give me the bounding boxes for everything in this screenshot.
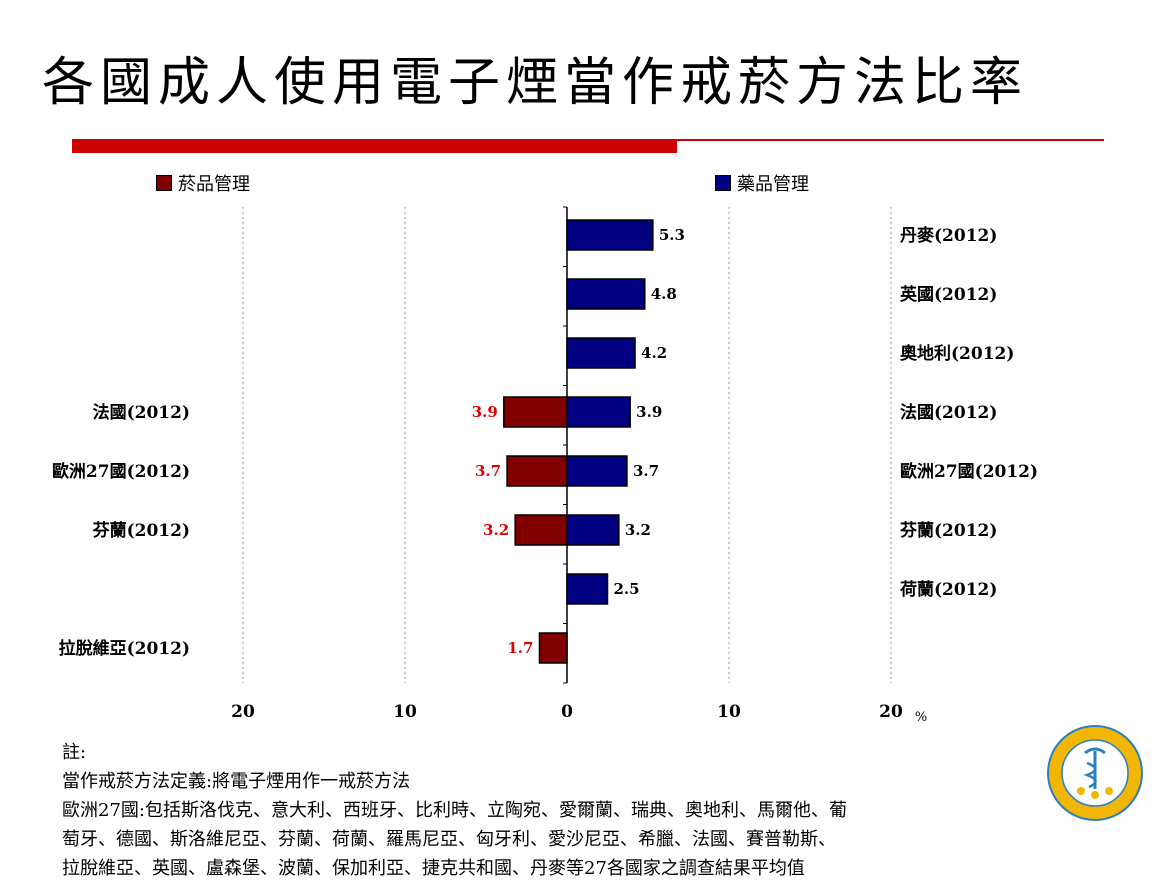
data-label-tobacco: 3.7 — [475, 462, 501, 480]
x-unit-label: % — [915, 710, 927, 725]
legend-tobacco-swatch — [156, 175, 172, 191]
health-agency-seal-logo — [1047, 725, 1143, 821]
data-label-drug: 4.8 — [651, 285, 677, 303]
bar-tobacco — [538, 632, 568, 664]
x-tick-label: 0 — [561, 702, 573, 722]
category-label-left: 歐洲27國(2012) — [52, 461, 190, 482]
data-label-drug: 3.2 — [625, 521, 651, 539]
data-label-tobacco: 3.2 — [483, 521, 509, 539]
data-label-drug: 3.7 — [633, 462, 659, 480]
data-label-drug: 3.9 — [636, 403, 662, 421]
category-label-right: 荷蘭(2012) — [900, 579, 997, 600]
category-label-right: 奧地利(2012) — [900, 343, 1014, 364]
note-line: 拉脫維亞、英國、盧森堡、波蘭、保加利亞、捷克共和國、丹麥等27各國家之調查結果平… — [62, 858, 805, 879]
category-label-right: 芬蘭(2012) — [899, 520, 997, 541]
page-title: 各國成人使用電子煙當作戒菸方法比率 — [42, 53, 1029, 113]
bar-tobacco — [514, 514, 568, 546]
bar-chart: 20 10 0 10 20 % 5.3 丹麥(2012) 4.8 英國(2012) 4.2 奧地利(2… — [52, 206, 1038, 725]
category-label-left: 法國(2012) — [93, 402, 190, 423]
bar-tobacco — [506, 455, 568, 487]
data-label-tobacco: 1.7 — [507, 639, 533, 657]
legend-drug-swatch — [715, 175, 731, 191]
bar-drug — [566, 219, 654, 251]
category-label-right: 法國(2012) — [900, 402, 997, 423]
bar-drug — [566, 514, 620, 546]
x-tick-label: 20 — [879, 702, 903, 722]
bar-drug — [566, 278, 646, 310]
category-label-left: 拉脫維亞(2012) — [59, 638, 190, 659]
category-label-right: 歐洲27國(2012) — [900, 461, 1038, 482]
title-divider-thick — [72, 141, 677, 153]
bar-tobacco — [503, 396, 568, 428]
note-line: 註: — [62, 742, 87, 763]
legend-drug: 藥品管理 — [715, 170, 809, 196]
data-label-drug: 2.5 — [614, 580, 640, 598]
legend-drug-label: 藥品管理 — [737, 174, 809, 195]
x-tick-label: 10 — [393, 702, 417, 722]
bar-drug — [566, 455, 628, 487]
data-label-drug: 5.3 — [659, 226, 685, 244]
note-line: 當作戒菸方法定義:將電子煙用作一戒菸方法 — [62, 771, 411, 792]
bar-drug — [566, 396, 631, 428]
bar-drug — [566, 573, 609, 605]
data-label-drug: 4.2 — [641, 344, 667, 362]
title-divider-thin — [72, 139, 1104, 141]
category-label-right: 丹麥(2012) — [900, 225, 997, 246]
data-label-tobacco: 3.9 — [472, 403, 498, 421]
category-label-left: 芬蘭(2012) — [92, 520, 190, 541]
bar-drug — [566, 337, 636, 369]
note-line: 萄牙、德國、斯洛維尼亞、芬蘭、荷蘭、羅馬尼亞、匈牙利、愛沙尼亞、希臘、法國、賽普… — [62, 829, 836, 850]
footnotes: 註: 當作戒菸方法定義:將電子煙用作一戒菸方法 歐洲27國:包括斯洛伐克、意大利… — [62, 738, 1062, 883]
legend-tobacco: 菸品管理 — [156, 170, 250, 196]
legend-tobacco-label: 菸品管理 — [178, 174, 250, 195]
x-tick-label: 10 — [717, 702, 741, 722]
x-tick-label: 20 — [231, 702, 255, 722]
category-label-right: 英國(2012) — [900, 284, 997, 305]
note-line: 歐洲27國:包括斯洛伐克、意大利、西班牙、比利時、立陶宛、愛爾蘭、瑞典、奧地利、… — [62, 800, 847, 821]
